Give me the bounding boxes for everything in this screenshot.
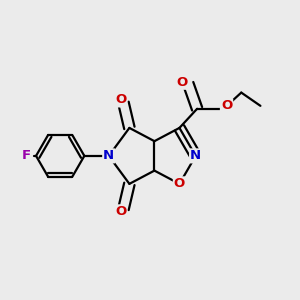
Text: O: O bbox=[115, 205, 126, 218]
Text: O: O bbox=[221, 99, 232, 112]
Text: N: N bbox=[190, 149, 201, 162]
Text: O: O bbox=[115, 93, 126, 106]
Text: F: F bbox=[22, 149, 31, 162]
Text: O: O bbox=[174, 177, 185, 190]
Text: O: O bbox=[177, 76, 188, 89]
Text: N: N bbox=[103, 149, 114, 162]
